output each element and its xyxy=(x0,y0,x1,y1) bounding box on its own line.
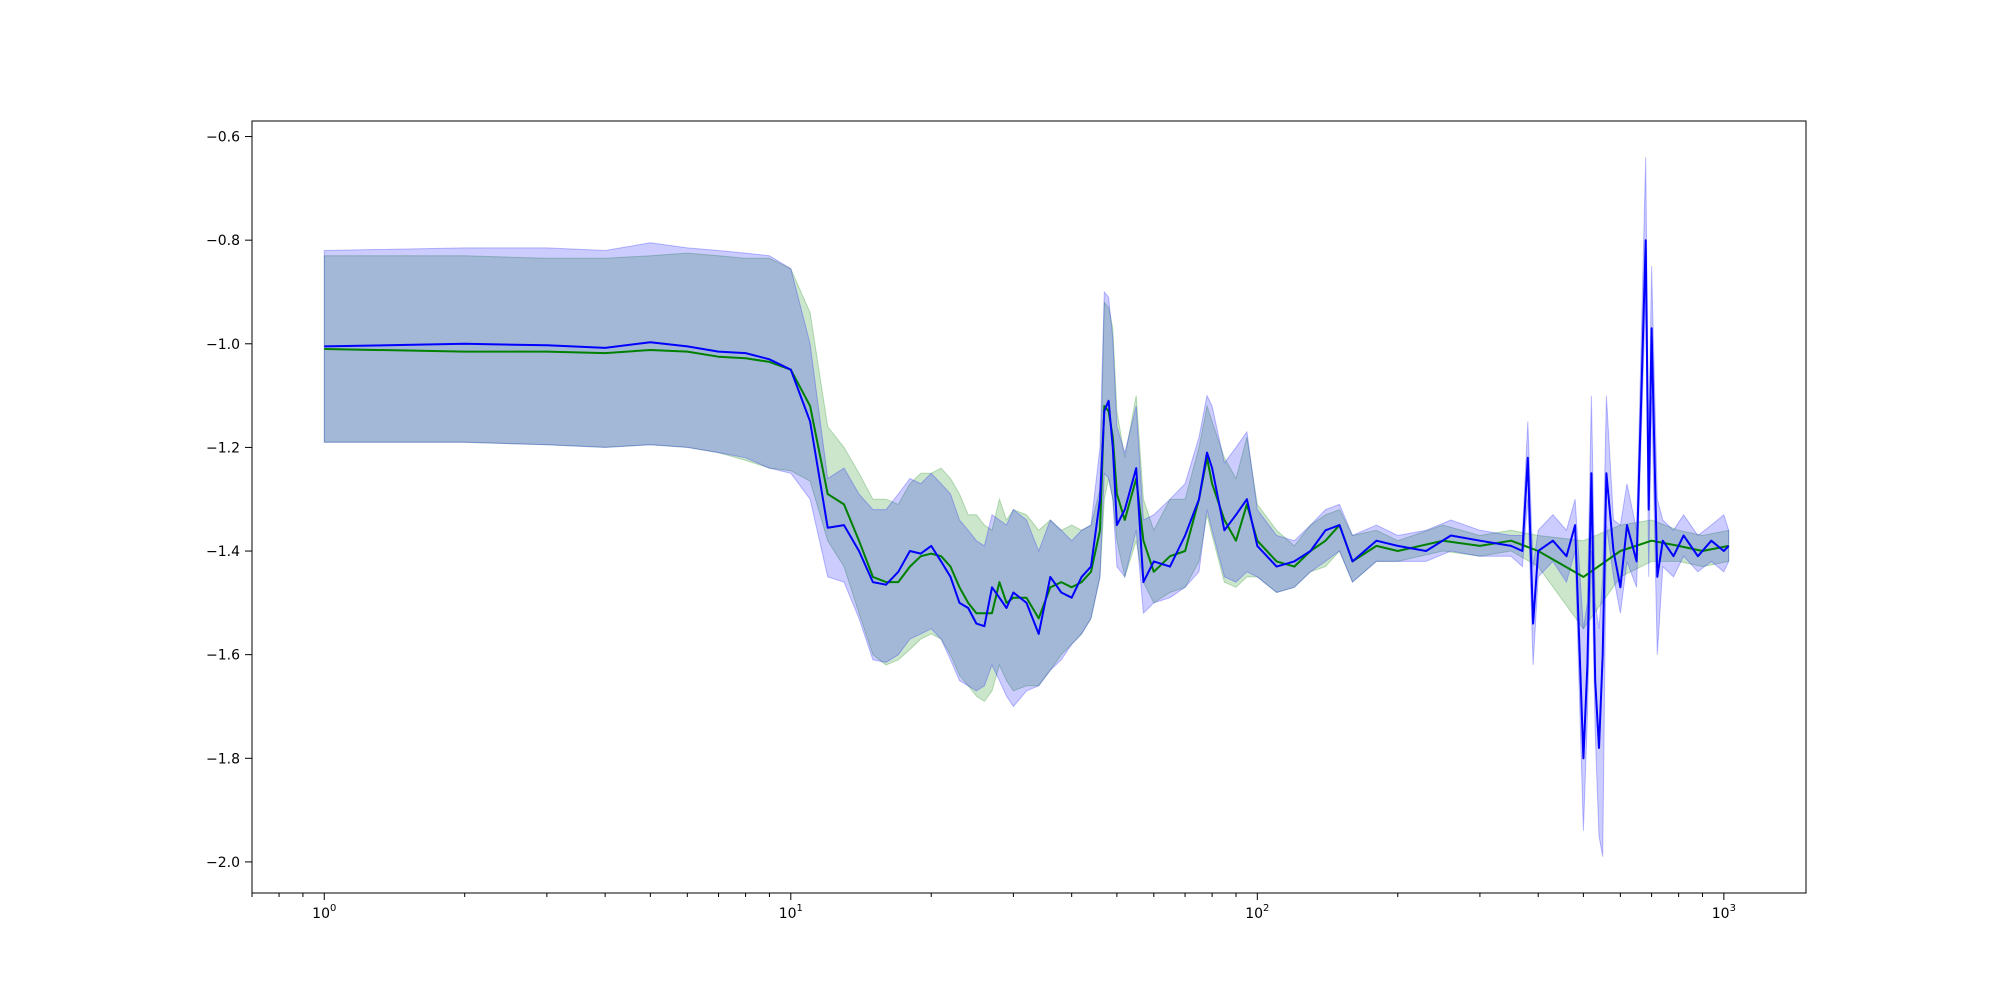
plot-area xyxy=(323,157,1730,857)
x-axis: 100 101 102 103 xyxy=(251,893,1736,922)
confidence-band-series-1 xyxy=(323,252,1730,702)
y-tick-label: −1.8 xyxy=(206,751,240,767)
mean-line-series-2 xyxy=(324,239,1730,760)
y-tick-label: −1.0 xyxy=(206,337,240,353)
y-tick-label: −2.0 xyxy=(206,855,240,871)
x-tick-label: 103 xyxy=(1712,903,1736,922)
y-tick-label: −1.6 xyxy=(206,648,240,664)
x-tick-label: 102 xyxy=(1245,903,1269,922)
confidence-band-series-2 xyxy=(323,157,1730,857)
axes-frame xyxy=(251,120,1807,894)
x-tick-label: 101 xyxy=(779,903,803,922)
y-tick-label: −0.6 xyxy=(206,130,240,146)
y-tick-label: −0.8 xyxy=(206,233,240,249)
y-tick-label: −1.2 xyxy=(206,440,240,456)
x-tick-label: 100 xyxy=(312,903,336,922)
y-axis: −0.6 −0.8 −1.0 −1.2 −1.4 −1.6 −1.8 −2.0 xyxy=(206,130,252,871)
y-tick-label: −1.4 xyxy=(206,544,240,560)
